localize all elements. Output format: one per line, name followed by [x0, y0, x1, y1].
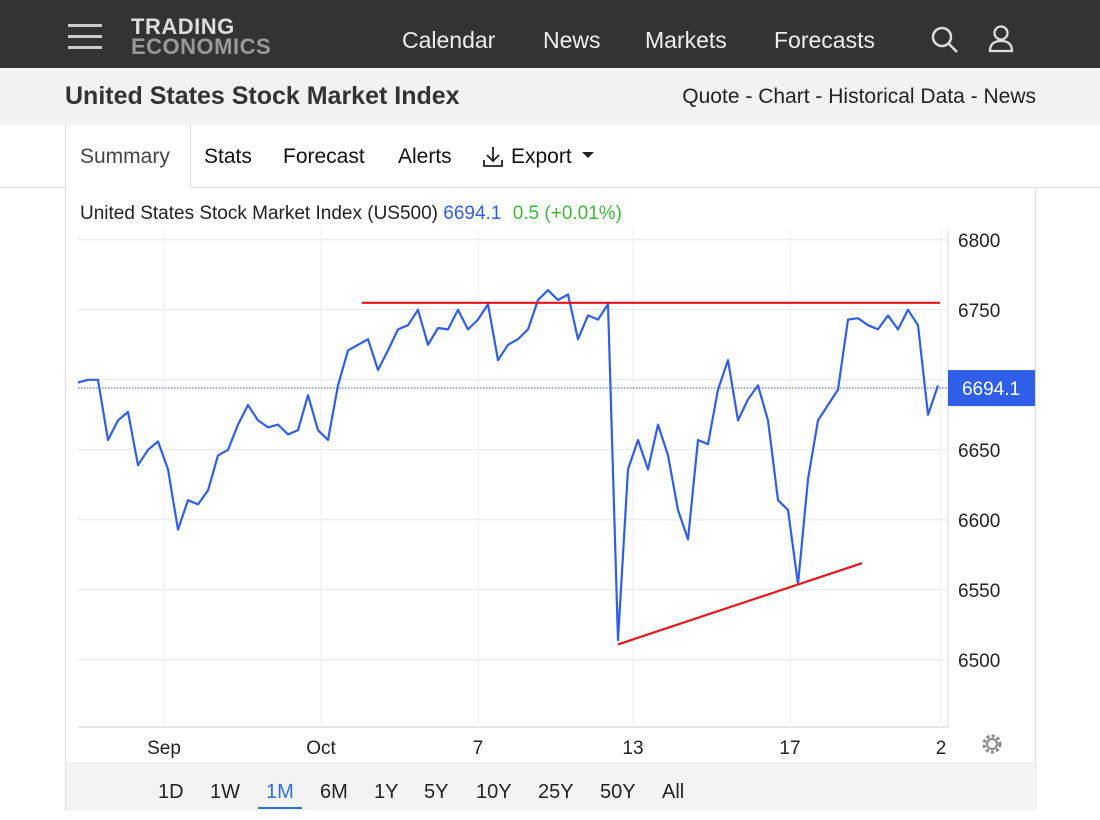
x-tick-label: 7: [473, 738, 484, 759]
tab[interactable]: Summary: [80, 145, 170, 168]
range-button[interactable]: 6M: [320, 781, 348, 803]
legend-label: United States Stock Market Index (US500): [80, 203, 438, 224]
search-icon[interactable]: [930, 26, 960, 56]
x-tick-label: 17: [779, 738, 800, 759]
y-tick-label: 6750: [958, 301, 1000, 322]
menu-icon[interactable]: [68, 24, 104, 50]
logo-line: ECONOMICS: [131, 34, 272, 59]
x-tick-label: Oct: [306, 738, 336, 759]
header-link[interactable]: Quote: [682, 85, 740, 108]
tab-bar: [0, 125, 1100, 188]
tab[interactable]: Alerts: [398, 145, 452, 168]
y-tick-label: 6550: [958, 581, 1000, 602]
x-tick-label: 2: [936, 738, 947, 759]
range-button[interactable]: 10Y: [476, 781, 512, 803]
settings-icon[interactable]: [980, 732, 1004, 756]
top-bar: TRADING ECONOMICS Calendar News Markets F…: [0, 0, 1100, 68]
user-icon[interactable]: [987, 24, 1017, 54]
range-button[interactable]: 1W: [210, 781, 240, 803]
x-tick-label: Sep: [147, 738, 181, 759]
separator: -: [745, 85, 753, 108]
last-value: 6694.1: [443, 203, 502, 224]
logo[interactable]: TRADING ECONOMICS: [131, 14, 272, 59]
header-link[interactable]: News: [983, 85, 1036, 108]
range-button[interactable]: 25Y: [538, 781, 574, 803]
download-icon: [483, 147, 503, 167]
range-button[interactable]: 1Y: [374, 781, 399, 803]
range-button[interactable]: 1M: [258, 781, 302, 809]
logo-line: TRADING: [131, 14, 235, 39]
dropdown-caret: [582, 152, 594, 158]
range-button[interactable]: 1D: [158, 781, 184, 803]
price-line: [77, 289, 940, 642]
y-tick-label: 6800: [958, 231, 1000, 252]
header-bar: United States Stock Market Index Quote -…: [0, 68, 1100, 125]
change-percent: (+0.01%): [544, 203, 623, 224]
range-button[interactable]: 5Y: [424, 781, 449, 803]
nav-item[interactable]: Forecasts: [774, 27, 875, 53]
page-title: United States Stock Market Index: [65, 82, 460, 110]
y-tick-label: 6500: [958, 651, 1000, 672]
range-bar: 1D 1W 1M 6M 1Y 5Y 10Y 25Y 50Y All: [66, 762, 1034, 810]
nav-item[interactable]: Markets: [645, 27, 727, 53]
active-tab: [65, 125, 191, 188]
range-button[interactable]: 50Y: [600, 781, 636, 803]
legend: United States Stock Market Index (US500)…: [80, 203, 622, 225]
header-link[interactable]: Historical Data: [828, 85, 965, 108]
separator: -: [970, 85, 978, 108]
nav-item[interactable]: News: [543, 27, 601, 53]
tab[interactable]: Export: [511, 145, 572, 168]
separator: -: [815, 85, 823, 108]
header-link[interactable]: Chart: [758, 85, 810, 108]
tab[interactable]: Forecast: [283, 145, 365, 168]
y-tick-label: 6600: [958, 511, 1000, 532]
nav-item[interactable]: Calendar: [402, 27, 496, 53]
last-price-label: 6694.1: [962, 379, 1020, 400]
tab[interactable]: Stats: [204, 145, 252, 168]
y-tick-label: 6650: [958, 441, 1000, 462]
header-links: Quote - Chart - Historical Data - News: [682, 85, 1036, 109]
x-tick-label: 13: [622, 738, 643, 759]
trendline: [617, 562, 863, 646]
chart: 6500655066006650670067506800SepOct713172…: [77, 230, 1035, 759]
range-button[interactable]: All: [662, 781, 685, 803]
change-value: 0.5: [512, 203, 540, 224]
last-price-tag: [948, 370, 1035, 407]
